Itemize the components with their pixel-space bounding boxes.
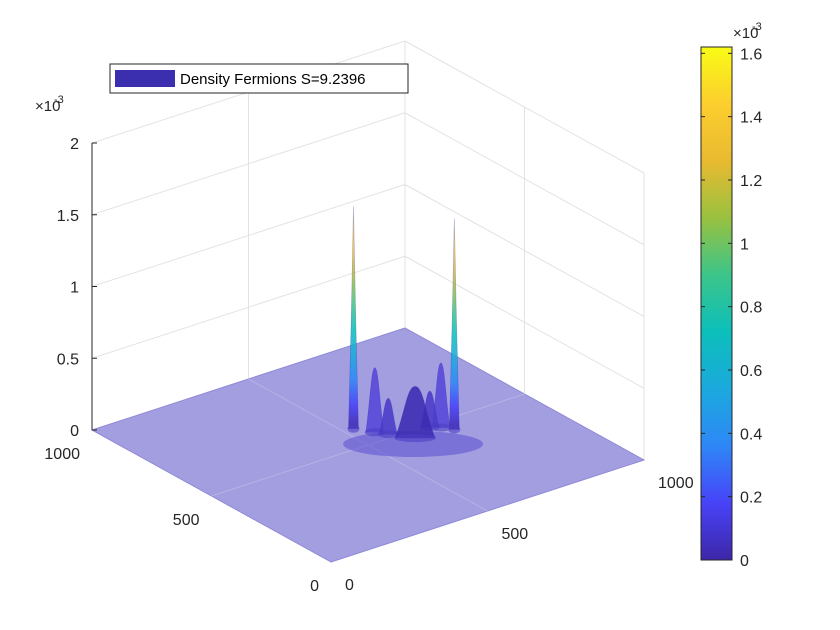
surface-peak-left-side-peak bbox=[365, 367, 385, 433]
legend: Density Fermions S=9.2396 bbox=[109, 63, 409, 94]
x-tick-label: 1000 bbox=[658, 475, 694, 492]
surface-peak-base bbox=[448, 425, 461, 434]
colorbar-tick-label: 1.2 bbox=[740, 173, 762, 190]
surface-peak-left-spike bbox=[348, 206, 359, 430]
colorbar-tick-label: 0.6 bbox=[740, 363, 762, 380]
surface-peak-central-peak bbox=[394, 386, 436, 439]
colorbar-ticks: 0 0.2 0.4 0.6 0.8 1 1.2 1.4 1.6 bbox=[701, 46, 762, 570]
z-tick-label: 0.5 bbox=[57, 351, 79, 368]
colorbar-tick-label: 0 bbox=[740, 553, 749, 570]
legend-label: Density Fermions S=9.2396 bbox=[180, 71, 366, 88]
surface-peak-base bbox=[394, 434, 437, 443]
surface-peak-right-side-peak bbox=[431, 362, 451, 428]
z-tick-label: 1.5 bbox=[57, 208, 79, 225]
z-exponent-base: ×10 bbox=[35, 98, 60, 115]
surface-peak-base bbox=[378, 430, 399, 439]
colorbar-tick-label: 0.4 bbox=[740, 426, 762, 443]
colorbar-exponent-base: ×10 bbox=[733, 25, 758, 42]
colorbar-tick-label: 1 bbox=[740, 236, 749, 253]
axis-ticks: 0 0.5 1 1.5 2 0 500 1000 0 500 1000 bbox=[44, 136, 693, 595]
y-tick-label: 1000 bbox=[44, 446, 80, 463]
legend-swatch bbox=[115, 70, 175, 87]
colorbar-tick-label: 1.6 bbox=[740, 46, 762, 63]
z-tick-label: 1 bbox=[70, 280, 79, 297]
z-tick-label: 0 bbox=[70, 423, 79, 440]
colorbar-tick-label: 0.2 bbox=[740, 490, 762, 507]
colorbar-bar bbox=[700, 46, 733, 561]
x-tick-label: 500 bbox=[502, 526, 529, 543]
colorbar: 0 0.2 0.4 0.6 0.8 1 1.2 1.4 1.6 ×10 -3 bbox=[700, 21, 762, 570]
surface-peaks bbox=[343, 206, 484, 458]
z-tick-label: 2 bbox=[70, 136, 79, 153]
surface-peak-right-spike bbox=[449, 218, 460, 430]
surface-base-ripples bbox=[343, 431, 484, 458]
y-tick-label: 0 bbox=[310, 578, 319, 595]
z-exponent-power: -3 bbox=[54, 94, 64, 106]
surface-peak-base bbox=[347, 424, 360, 433]
colorbar-tick-label: 1.4 bbox=[740, 110, 762, 127]
y-tick-label: 500 bbox=[173, 512, 200, 529]
colorbar-exponent-power: -3 bbox=[752, 21, 762, 33]
x-tick-label: 0 bbox=[345, 577, 354, 594]
colorbar-tick-label: 0.8 bbox=[740, 300, 762, 317]
surface-peak-left-inner-peak bbox=[378, 398, 398, 435]
